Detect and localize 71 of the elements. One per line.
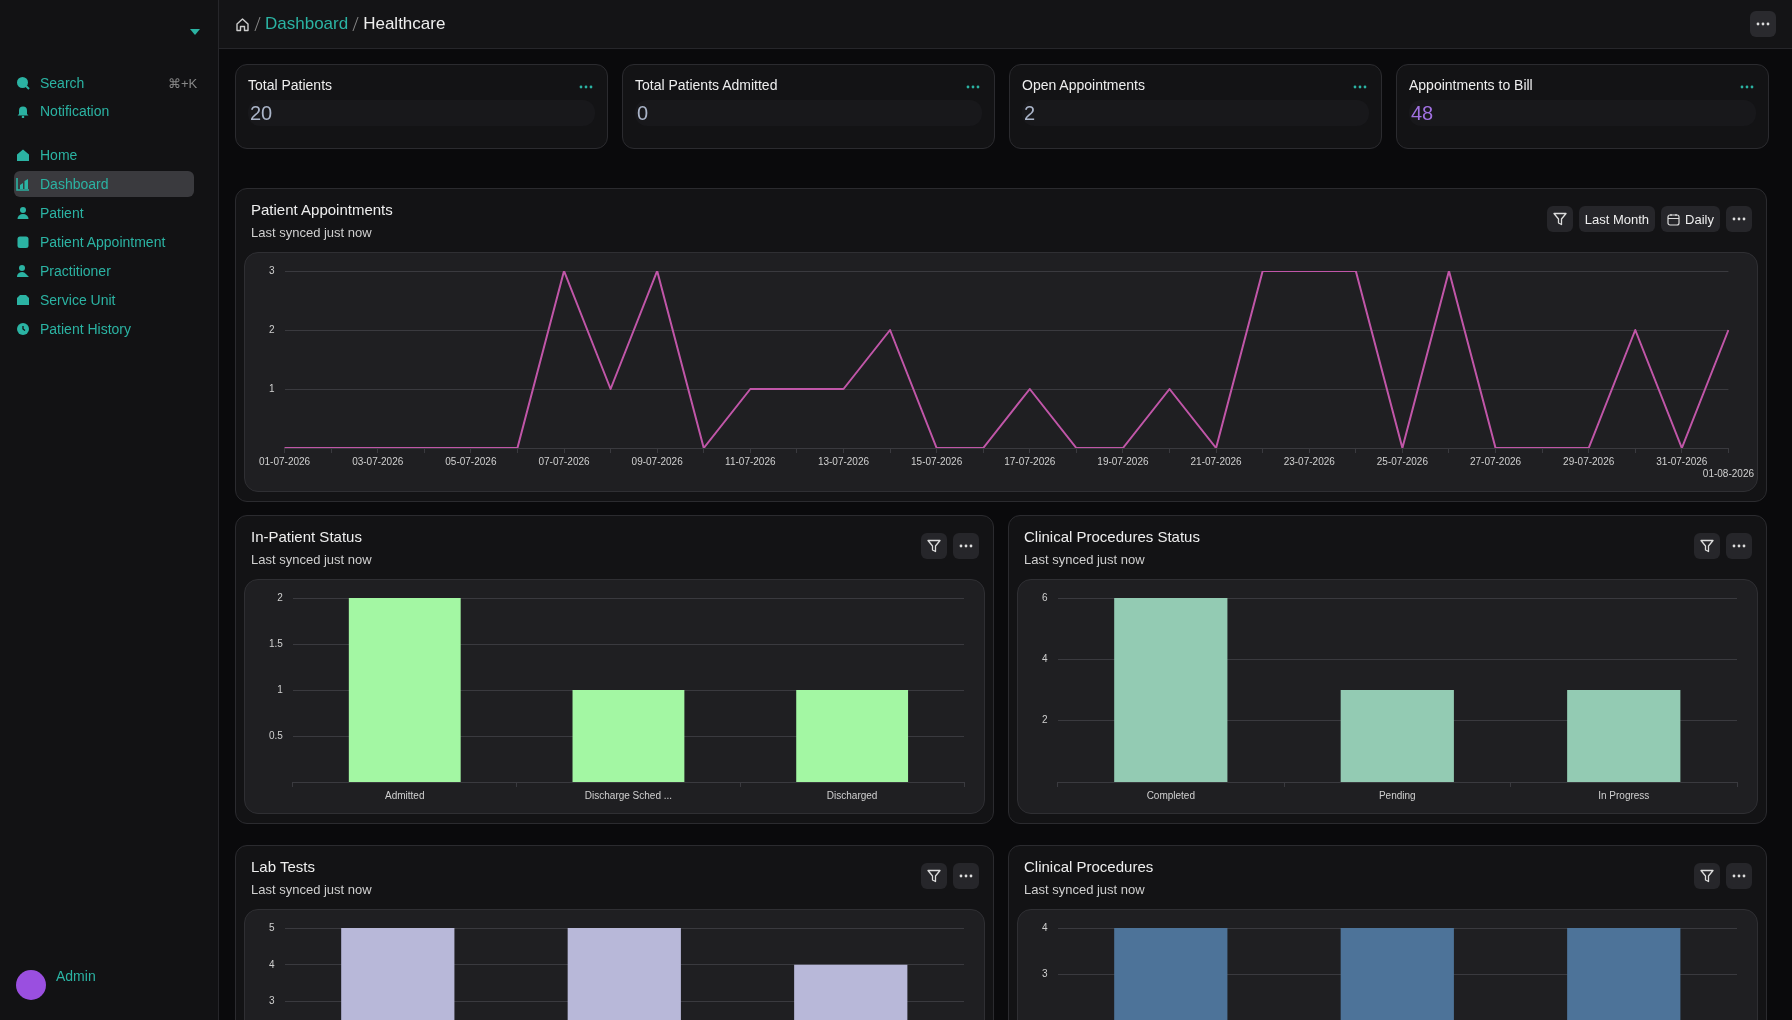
chart-subtitle: Last synced just now — [251, 552, 372, 567]
x-tick-label: Pending — [1378, 789, 1416, 801]
x-tick-label: 23-07-2026 — [1283, 455, 1336, 467]
y-tick-label: 3 — [269, 995, 275, 1007]
chart-subtitle: Last synced just now — [1024, 552, 1145, 567]
y-tick-label: 0.5 — [269, 729, 284, 741]
y-tick-label: 2 — [269, 323, 275, 335]
x-tick-label: 19-07-2026 — [1097, 455, 1149, 467]
y-tick-label: 4 — [1042, 921, 1048, 933]
chart-subtitle: Last synced just now — [251, 225, 372, 240]
chart-title: Clinical Procedures Status — [1024, 528, 1200, 545]
y-tick-label: 1 — [277, 683, 284, 695]
x-tick-label: Admitted — [385, 789, 425, 801]
x-tick-label: 25-07-2026 — [1376, 455, 1429, 467]
chart-title: Lab Tests — [251, 858, 315, 875]
chart-subtitle: Last synced just now — [1024, 882, 1145, 897]
x-tick-label: 15-07-2026 — [911, 455, 963, 467]
y-tick-label: 5 — [269, 921, 275, 933]
y-tick-label: 4 — [269, 958, 275, 970]
y-tick-label: 3 — [269, 264, 275, 276]
text: 0 — [635, 100, 982, 126]
x-tick-label: Discharged — [826, 789, 878, 801]
chart-title: Patient Appointments — [251, 201, 393, 218]
x-tick-label: 29-07-2026 — [1563, 455, 1615, 467]
text: Total Patients Admitted — [635, 77, 778, 93]
x-tick-label: In Progress — [1598, 789, 1650, 801]
chart-subtitle: Last synced just now — [251, 882, 372, 897]
x-tick-label: 13-07-2026 — [817, 455, 870, 467]
x-tick-label: 03-07-2026 — [352, 455, 404, 467]
x-tick-label: Discharge Sched ... — [584, 789, 673, 801]
text: Search — [40, 75, 85, 91]
text: Patient Appointment — [40, 234, 166, 250]
text: Dashboard — [265, 14, 349, 34]
y-tick-label: 4 — [1042, 653, 1048, 665]
x-tick-label: 01-07-2026 — [258, 455, 311, 467]
text: Practitioner — [40, 263, 111, 279]
text: Total Patients — [248, 77, 333, 93]
x-tick-label: Completed — [1146, 789, 1195, 801]
text: Last Month — [1584, 211, 1650, 227]
x-tick-label: 07-07-2026 — [538, 455, 591, 467]
chart-title: In-Patient Status — [251, 528, 362, 545]
text: 2 — [1022, 100, 1369, 126]
text: Appointments to Bill — [1409, 77, 1533, 93]
chart-title: Clinical Procedures — [1024, 858, 1154, 875]
x-tick-label: 21-07-2026 — [1190, 455, 1243, 467]
text: ⌘+K — [168, 76, 198, 91]
text: Patient — [40, 205, 84, 221]
y-tick-label: 1.5 — [269, 637, 284, 649]
text: Service Unit — [40, 292, 116, 308]
text: Home — [40, 147, 78, 163]
y-tick-label: 3 — [1042, 967, 1048, 979]
x-tick-label: 09-07-2026 — [631, 455, 684, 467]
text: Daily — [1685, 211, 1714, 227]
x-tick-label: 11-07-2026 — [725, 455, 776, 467]
text: Dashboard — [40, 176, 109, 192]
y-tick-label: 2 — [1042, 714, 1048, 726]
text: Admin — [56, 968, 96, 984]
y-tick-label: 6 — [1042, 591, 1048, 603]
y-tick-label: 1 — [269, 382, 275, 394]
text: 20 — [248, 100, 595, 126]
text: Patient History — [40, 321, 132, 337]
x-tick-label: 31-07-2026 — [1656, 455, 1708, 467]
y-tick-label: 2 — [277, 591, 284, 603]
x-tick-label: 27-07-2026 — [1469, 455, 1522, 467]
text: Open Appointments — [1022, 77, 1145, 93]
text: 48 — [1409, 100, 1756, 126]
x-tick-label: 17-07-2026 — [1004, 455, 1056, 467]
x-tick-label: 01-08-2026 — [1702, 467, 1755, 479]
x-tick-label: 05-07-2026 — [445, 455, 497, 467]
text: Notification — [40, 103, 110, 119]
text: Healthcare — [363, 14, 446, 34]
